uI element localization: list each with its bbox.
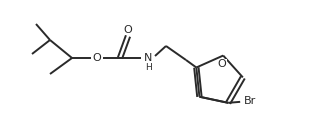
- Text: O: O: [93, 53, 101, 63]
- Text: O: O: [124, 25, 132, 35]
- Text: N: N: [144, 53, 152, 63]
- Text: O: O: [218, 59, 227, 69]
- Text: Br: Br: [244, 96, 256, 106]
- Text: H: H: [146, 63, 152, 72]
